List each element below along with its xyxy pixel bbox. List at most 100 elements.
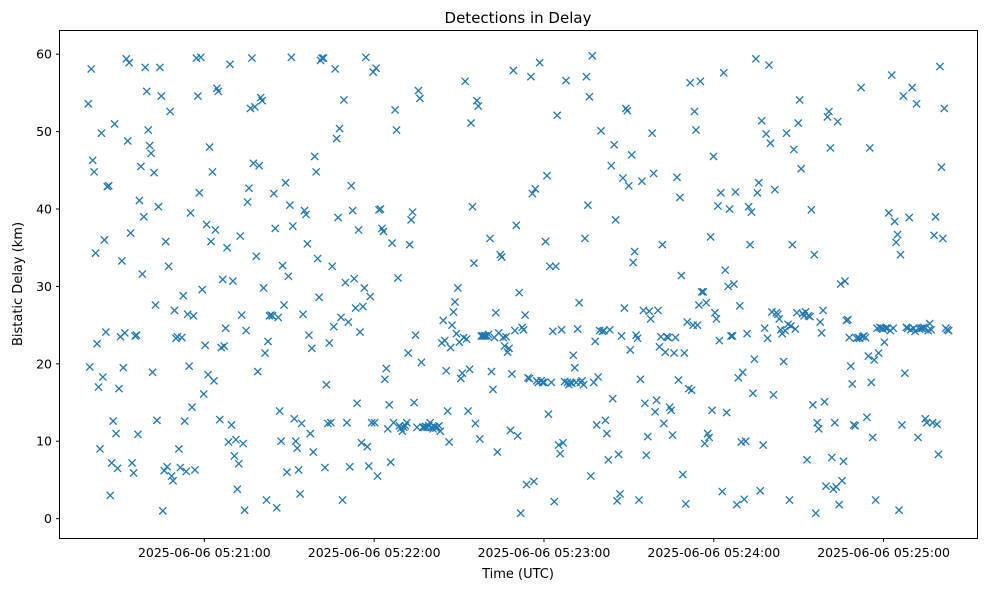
data-point [542, 171, 552, 180]
data-point [653, 306, 663, 315]
data-point [833, 117, 842, 126]
data-point [491, 308, 500, 317]
x-axis-label: Time (UTC) [481, 567, 554, 582]
data-point [493, 448, 502, 457]
data-point [485, 234, 495, 243]
data-point [670, 348, 679, 358]
chart-title: Detections in Delay [445, 9, 592, 27]
data-point [529, 477, 538, 486]
data-point [738, 368, 747, 377]
data-point [726, 331, 736, 341]
data-point [724, 282, 733, 291]
data-point [545, 262, 554, 271]
data-point [376, 204, 385, 214]
y-axis-ticks: 0 10 20 30 40 50 60 [36, 47, 60, 526]
data-point [168, 476, 178, 485]
data-point [585, 92, 594, 101]
data-point [404, 348, 413, 358]
data-point [372, 64, 381, 73]
data-point [700, 439, 709, 448]
data-point [908, 83, 917, 92]
data-point [277, 437, 286, 446]
data-point [364, 461, 373, 471]
data-point [861, 333, 870, 342]
data-point [157, 91, 166, 101]
data-point [119, 363, 128, 372]
data-point [106, 491, 115, 500]
data-point [526, 72, 535, 81]
data-point [607, 161, 616, 170]
data-point [436, 427, 445, 436]
data-point [202, 220, 211, 229]
data-point [341, 278, 350, 287]
data-point [744, 202, 753, 211]
data-point [228, 276, 237, 286]
x-tick-label: 2025-06-06 05:25:00 [817, 545, 950, 560]
data-point [740, 495, 749, 504]
data-point [763, 334, 772, 343]
data-point [785, 496, 794, 505]
data-point [751, 54, 760, 63]
data-point [874, 348, 883, 358]
data-point [443, 406, 452, 416]
data-point [509, 66, 518, 75]
data-point [309, 448, 318, 457]
data-point [544, 410, 553, 419]
data-point [293, 444, 302, 453]
data-point [465, 365, 474, 374]
data-point [734, 373, 743, 382]
data-point [445, 437, 454, 447]
data-point [836, 280, 845, 289]
data-point [579, 380, 588, 389]
data-point [605, 325, 614, 334]
data-point [325, 338, 334, 347]
data-point [218, 275, 227, 284]
data-point [227, 420, 236, 430]
data-point [661, 348, 670, 357]
data-point [357, 438, 366, 447]
data-point [594, 372, 603, 382]
data-point [475, 434, 484, 443]
data-point [814, 424, 823, 433]
data-point [633, 334, 642, 343]
data-point [345, 462, 354, 471]
data-point [132, 331, 141, 340]
data-point [934, 450, 943, 459]
plot-area-frame [59, 30, 978, 539]
data-point [499, 333, 508, 342]
data-point [447, 321, 457, 330]
data-point [690, 107, 699, 116]
data-point [335, 124, 344, 133]
data-point [417, 358, 426, 367]
data-point [242, 326, 251, 335]
data-point [586, 472, 595, 481]
data-point [100, 235, 109, 245]
data-point [179, 291, 188, 300]
data-point [469, 259, 479, 268]
data-point [187, 403, 197, 412]
data-point [296, 489, 305, 498]
data-point [779, 357, 788, 366]
data-point [893, 230, 902, 239]
x-tick-label: 2025-06-06 05:21:00 [138, 545, 271, 560]
data-point [144, 126, 153, 135]
data-point [268, 311, 277, 320]
data-point [944, 326, 953, 335]
data-point [284, 272, 293, 281]
data-point [905, 213, 914, 222]
data-point [189, 311, 198, 320]
data-point [391, 105, 400, 115]
data-point [174, 444, 183, 454]
data-point [871, 496, 880, 505]
data-point [558, 438, 568, 447]
data-point [832, 482, 841, 491]
data-point [573, 324, 582, 334]
data-point [336, 313, 346, 322]
data-point [126, 228, 135, 238]
data-point [298, 310, 308, 319]
data-point [439, 316, 448, 325]
data-point [652, 396, 661, 405]
data-point [468, 202, 477, 211]
data-point [630, 247, 639, 256]
